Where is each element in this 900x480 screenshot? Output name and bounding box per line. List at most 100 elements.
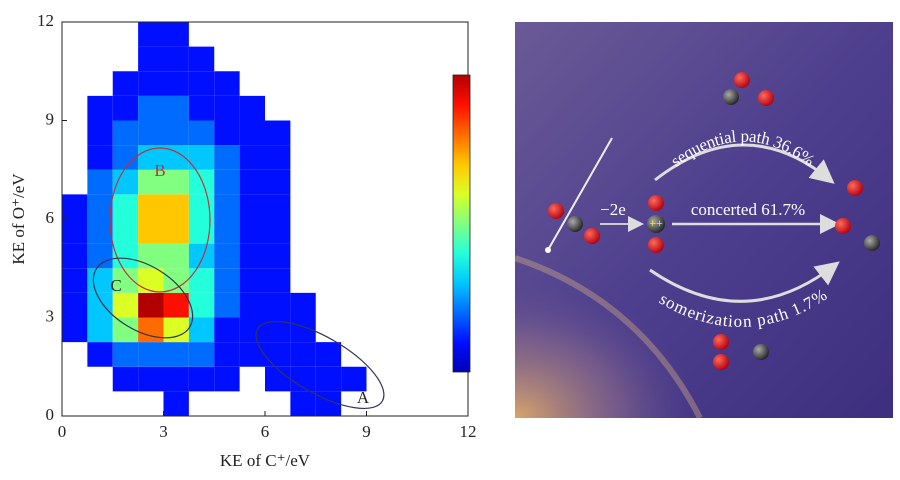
heatmap-cell — [163, 243, 189, 269]
heatmap-cell — [367, 219, 392, 244]
heatmap-cell — [163, 391, 189, 416]
heatmap-cell — [239, 268, 265, 293]
heatmap-cell — [62, 342, 87, 367]
heatmap-cell — [290, 219, 315, 244]
heatmap-cell — [341, 145, 366, 170]
heatmap-cell — [214, 391, 239, 416]
heatmap-cell — [62, 391, 87, 416]
heatmap-cell — [265, 169, 291, 195]
heatmap-cell — [239, 219, 265, 244]
heatmap-cell — [214, 47, 239, 72]
heatmap-cell — [240, 391, 265, 416]
heatmap-cell — [112, 169, 139, 195]
atom-c — [647, 215, 665, 233]
heatmap-cell — [316, 71, 341, 96]
heatmap-cell — [392, 244, 417, 269]
heatmap-cell — [392, 342, 417, 367]
heatmap-cell — [87, 95, 113, 121]
heatmap-cell — [188, 46, 215, 72]
heatmap-cell — [163, 169, 189, 195]
heatmap-cell — [341, 194, 366, 219]
heatmap-cell — [138, 22, 164, 47]
rainbow-arc — [514, 255, 703, 420]
heatmap-cell — [341, 71, 366, 96]
heatmap-cell — [392, 121, 417, 146]
heatmap-cell — [87, 47, 112, 72]
heatmap-cell — [163, 194, 189, 219]
heatmap-cell — [138, 194, 164, 219]
heatmap-cell — [239, 243, 265, 269]
x-tick-label: 12 — [460, 422, 477, 441]
heatmap-cell — [214, 22, 239, 47]
heatmap-cell — [87, 367, 112, 392]
heatmap-cell — [214, 71, 240, 96]
heatmap-cell — [138, 46, 164, 72]
heatmap-cell — [316, 121, 341, 146]
heatmap-cell — [265, 342, 291, 367]
atom-o — [734, 72, 750, 88]
heatmap-cell — [367, 96, 392, 121]
heatmap-cell — [240, 22, 265, 47]
heatmap-cell — [417, 367, 442, 392]
ellipse-c — [92, 257, 194, 339]
heatmap-cell — [62, 145, 87, 170]
heatmap-cell — [163, 22, 189, 47]
heatmap-cell — [112, 194, 139, 219]
heatmap-cell — [214, 169, 240, 195]
heatmap-cell — [112, 145, 139, 170]
heatmap-cell — [392, 194, 417, 219]
heatmap-cell — [367, 244, 392, 269]
heatmap-cell — [265, 47, 290, 72]
heatmap-cell — [417, 121, 442, 146]
heatmap-cell — [62, 367, 87, 392]
heatmap-panel: 0 3 6 9 12 0 3 6 9 12 — [37, 11, 477, 441]
x-tick-label: 9 — [362, 422, 371, 441]
atom-o — [648, 195, 664, 211]
heatmap-cell — [392, 145, 417, 170]
heatmap-cell — [290, 121, 315, 146]
heatmap-cell — [163, 46, 189, 72]
atom-o — [648, 237, 664, 253]
heatmap-cell — [163, 317, 189, 343]
heatmap-cell — [188, 71, 215, 96]
heatmap-cell — [138, 243, 164, 269]
heatmap-cell — [239, 169, 265, 195]
atom-c — [723, 89, 739, 105]
heatmap-cell — [189, 22, 214, 47]
heatmap-cell — [443, 391, 468, 416]
heatmap-cell — [87, 120, 113, 146]
heatmap-cell — [239, 342, 265, 367]
annotation: B — [154, 161, 165, 180]
heatmap-cell — [290, 96, 315, 121]
heatmap-cell — [367, 71, 392, 96]
heatmap-cell — [316, 293, 341, 318]
heatmap-cell — [443, 47, 468, 72]
heatmap-cell — [417, 244, 442, 269]
heatmap-cell — [87, 292, 113, 318]
heatmap-cell — [290, 47, 315, 72]
heatmap-cell — [290, 145, 315, 170]
heatmap-cell — [392, 219, 417, 244]
heatmap-cell — [367, 47, 392, 72]
heatmap-cell — [290, 292, 316, 318]
heatmap-cell — [87, 169, 113, 195]
heatmap-cell — [392, 367, 417, 392]
heatmap-cell — [290, 170, 315, 195]
heatmap-cell — [214, 292, 240, 318]
heatmap-cell — [188, 243, 215, 269]
heatmap-cell — [138, 292, 164, 318]
heatmap-cell — [417, 71, 442, 96]
atom-c — [753, 344, 769, 360]
heatmap-cell — [188, 317, 215, 343]
y-tick-label: 3 — [46, 306, 55, 325]
heatmap-cell — [62, 194, 88, 219]
heatmap-cell — [265, 391, 290, 416]
y-tick-label: 6 — [46, 208, 55, 227]
ellipse-a — [255, 320, 385, 410]
heatmap-cell — [392, 318, 417, 343]
heatmap-cell — [316, 194, 341, 219]
heatmap-cell — [214, 194, 240, 219]
heatmap-cell — [112, 219, 139, 244]
heatmap-cell — [316, 145, 341, 170]
heatmap-cell — [392, 170, 417, 195]
